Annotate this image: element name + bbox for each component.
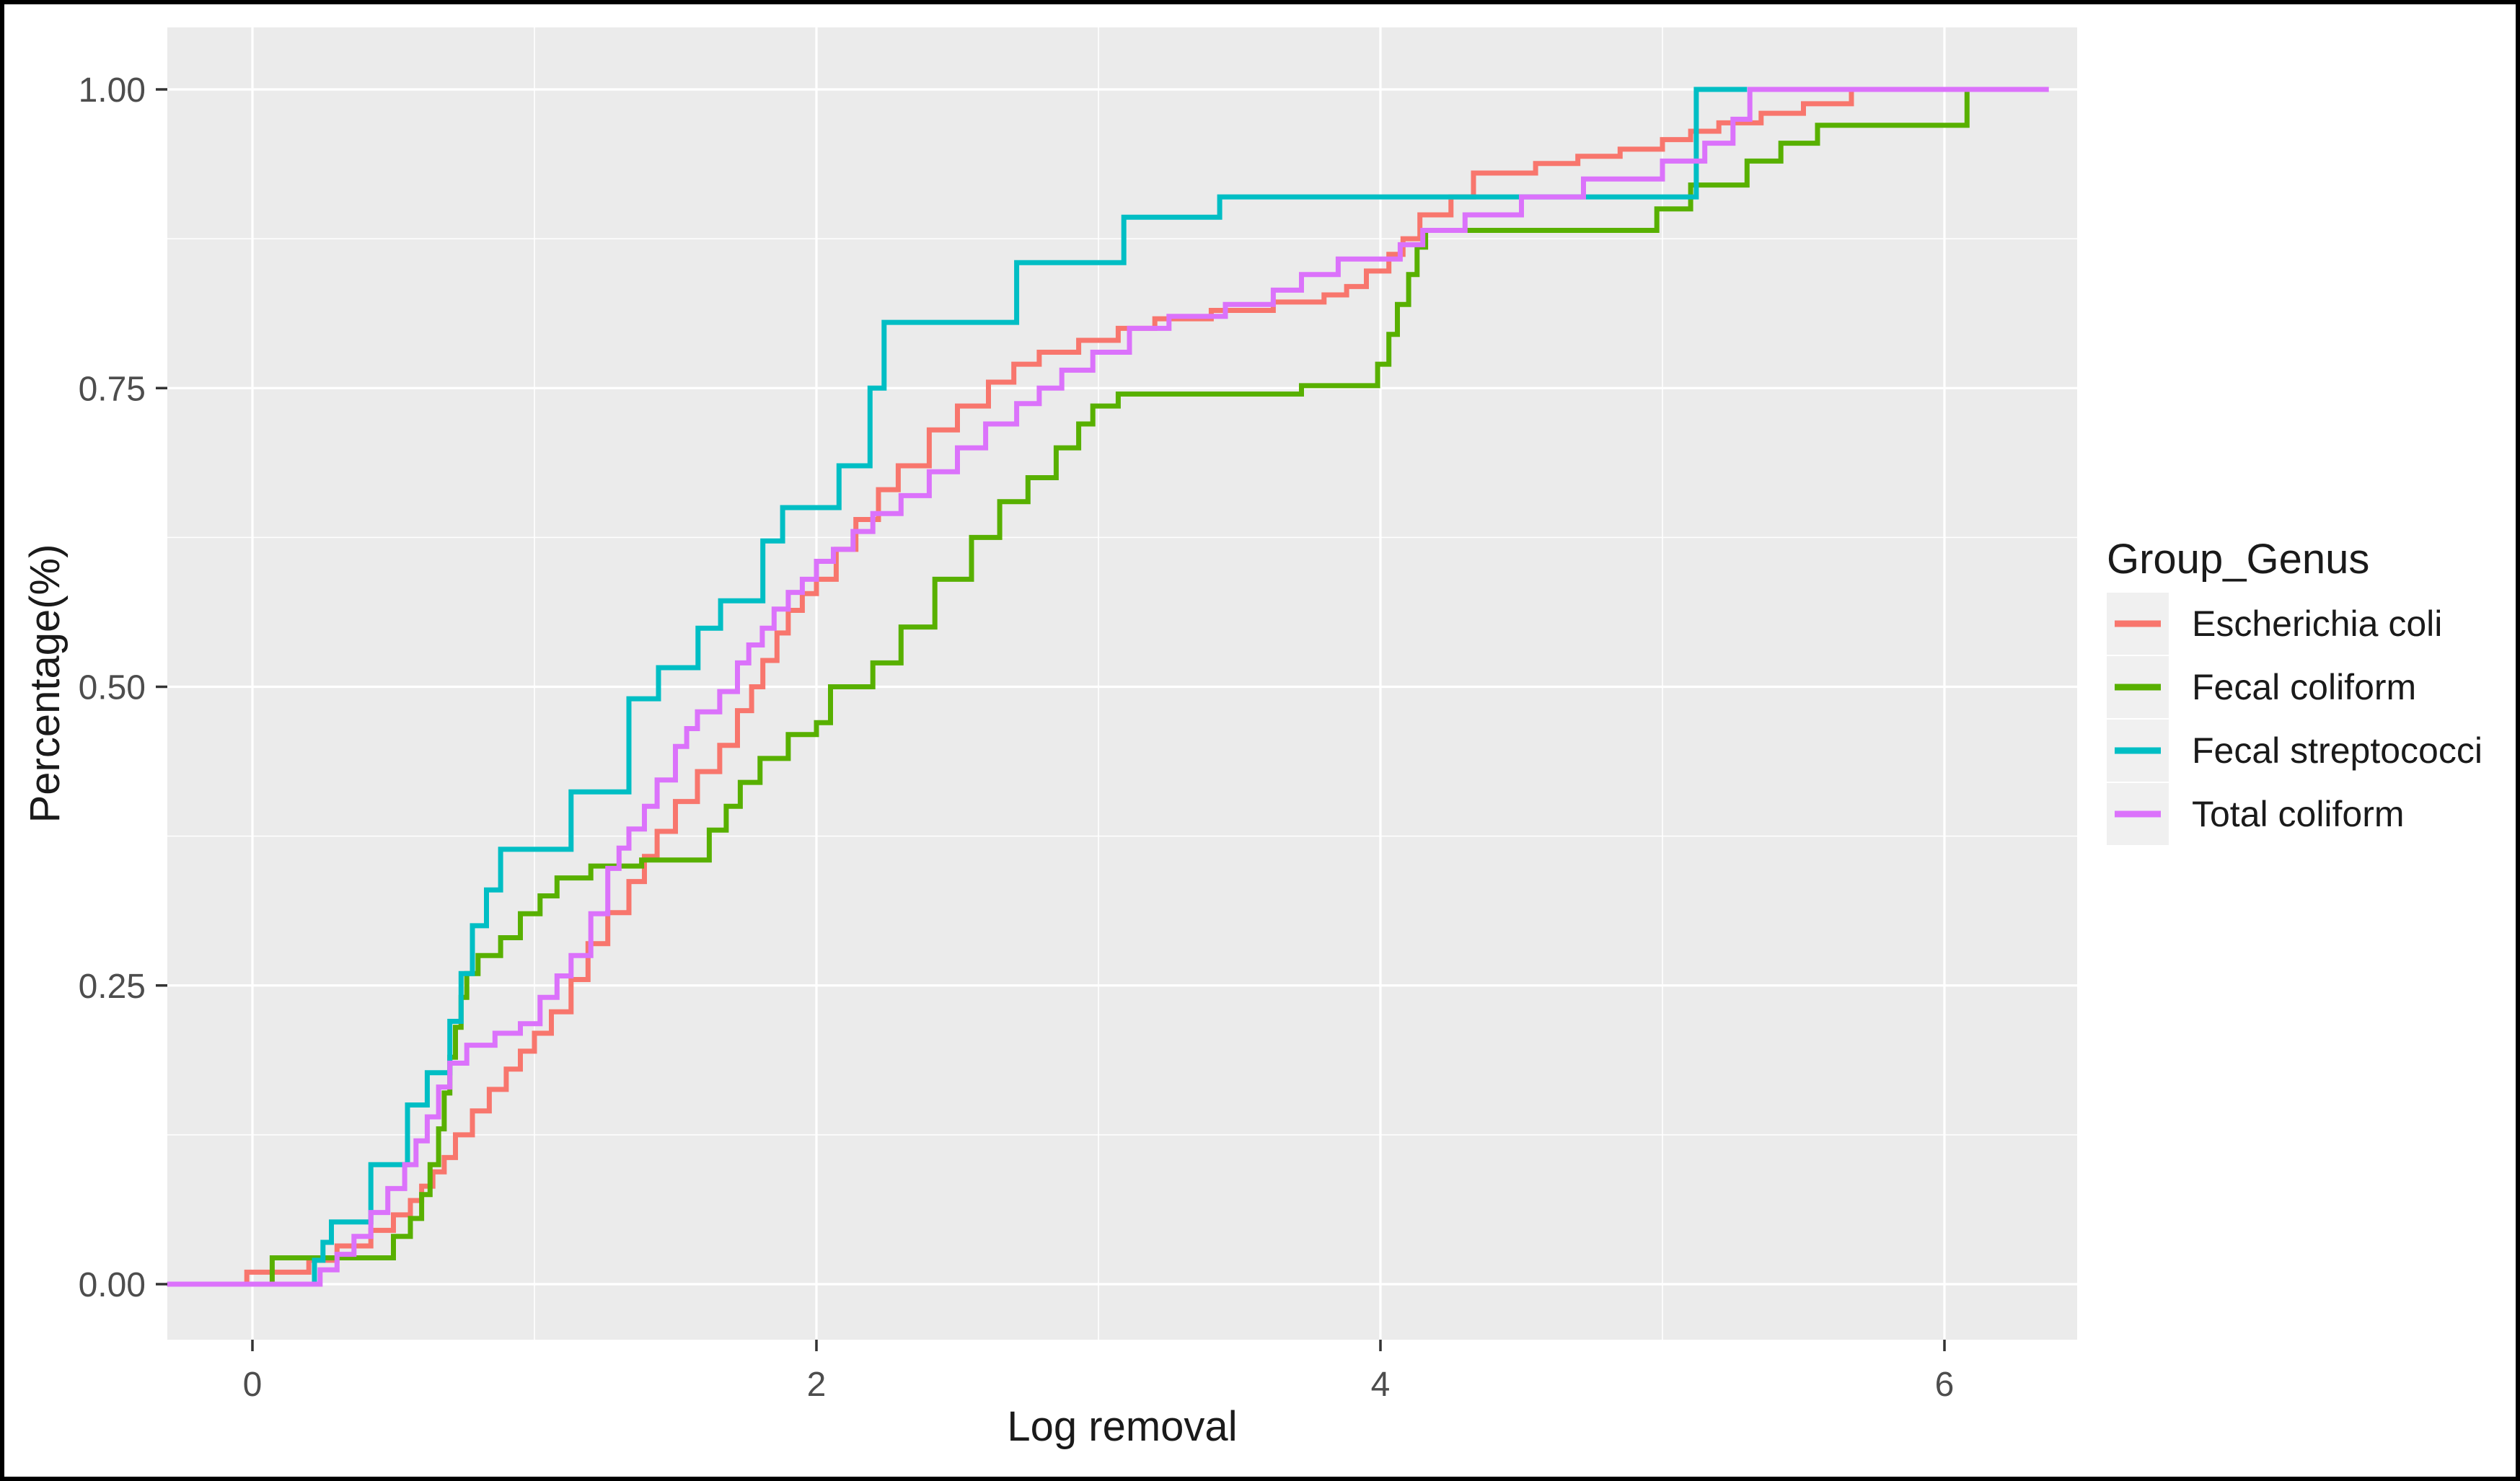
y-tick-label: 0.50 <box>79 669 146 707</box>
gridline-layer <box>167 27 2077 1340</box>
legend-title: Group_Genus <box>2107 536 2369 583</box>
x-tick-label: 2 <box>807 1366 827 1404</box>
legend-label-fecal-streptococci: Fecal streptococci <box>2192 730 2482 771</box>
y-tick-label: 0.75 <box>79 370 146 408</box>
y-tick-label: 0.25 <box>79 968 146 1006</box>
y-tick-label: 0.00 <box>79 1266 146 1304</box>
legend-label-escherichia-coli: Escherichia coli <box>2192 604 2442 644</box>
series-line-fecal-streptococci <box>167 87 1748 1287</box>
y-tick-label: 1.00 <box>79 71 146 110</box>
x-tick-label: 4 <box>1371 1366 1391 1404</box>
series-line-total-coliform <box>167 87 2049 1287</box>
legend-label-fecal-coliform: Fecal coliform <box>2192 667 2416 707</box>
series-layer <box>167 87 2049 1287</box>
x-tick-label: 0 <box>243 1366 263 1404</box>
y-axis-title: Percentage(%) <box>22 544 69 823</box>
axis-tick-layer: 0 2 4 6 0.00 0.25 0.50 0.75 1.00 <box>79 71 1955 1404</box>
legend: Group_Genus Escherichia coli Fecal colifo… <box>2107 536 2482 845</box>
series-line-escherichia-coli <box>167 87 1854 1287</box>
x-tick-label: 6 <box>1935 1366 1955 1404</box>
legend-items: Escherichia coli Fecal coliform Fecal stre… <box>2107 593 2482 845</box>
legend-label-total-coliform: Total coliform <box>2192 794 2405 834</box>
x-axis-title: Log removal <box>1007 1403 1237 1450</box>
